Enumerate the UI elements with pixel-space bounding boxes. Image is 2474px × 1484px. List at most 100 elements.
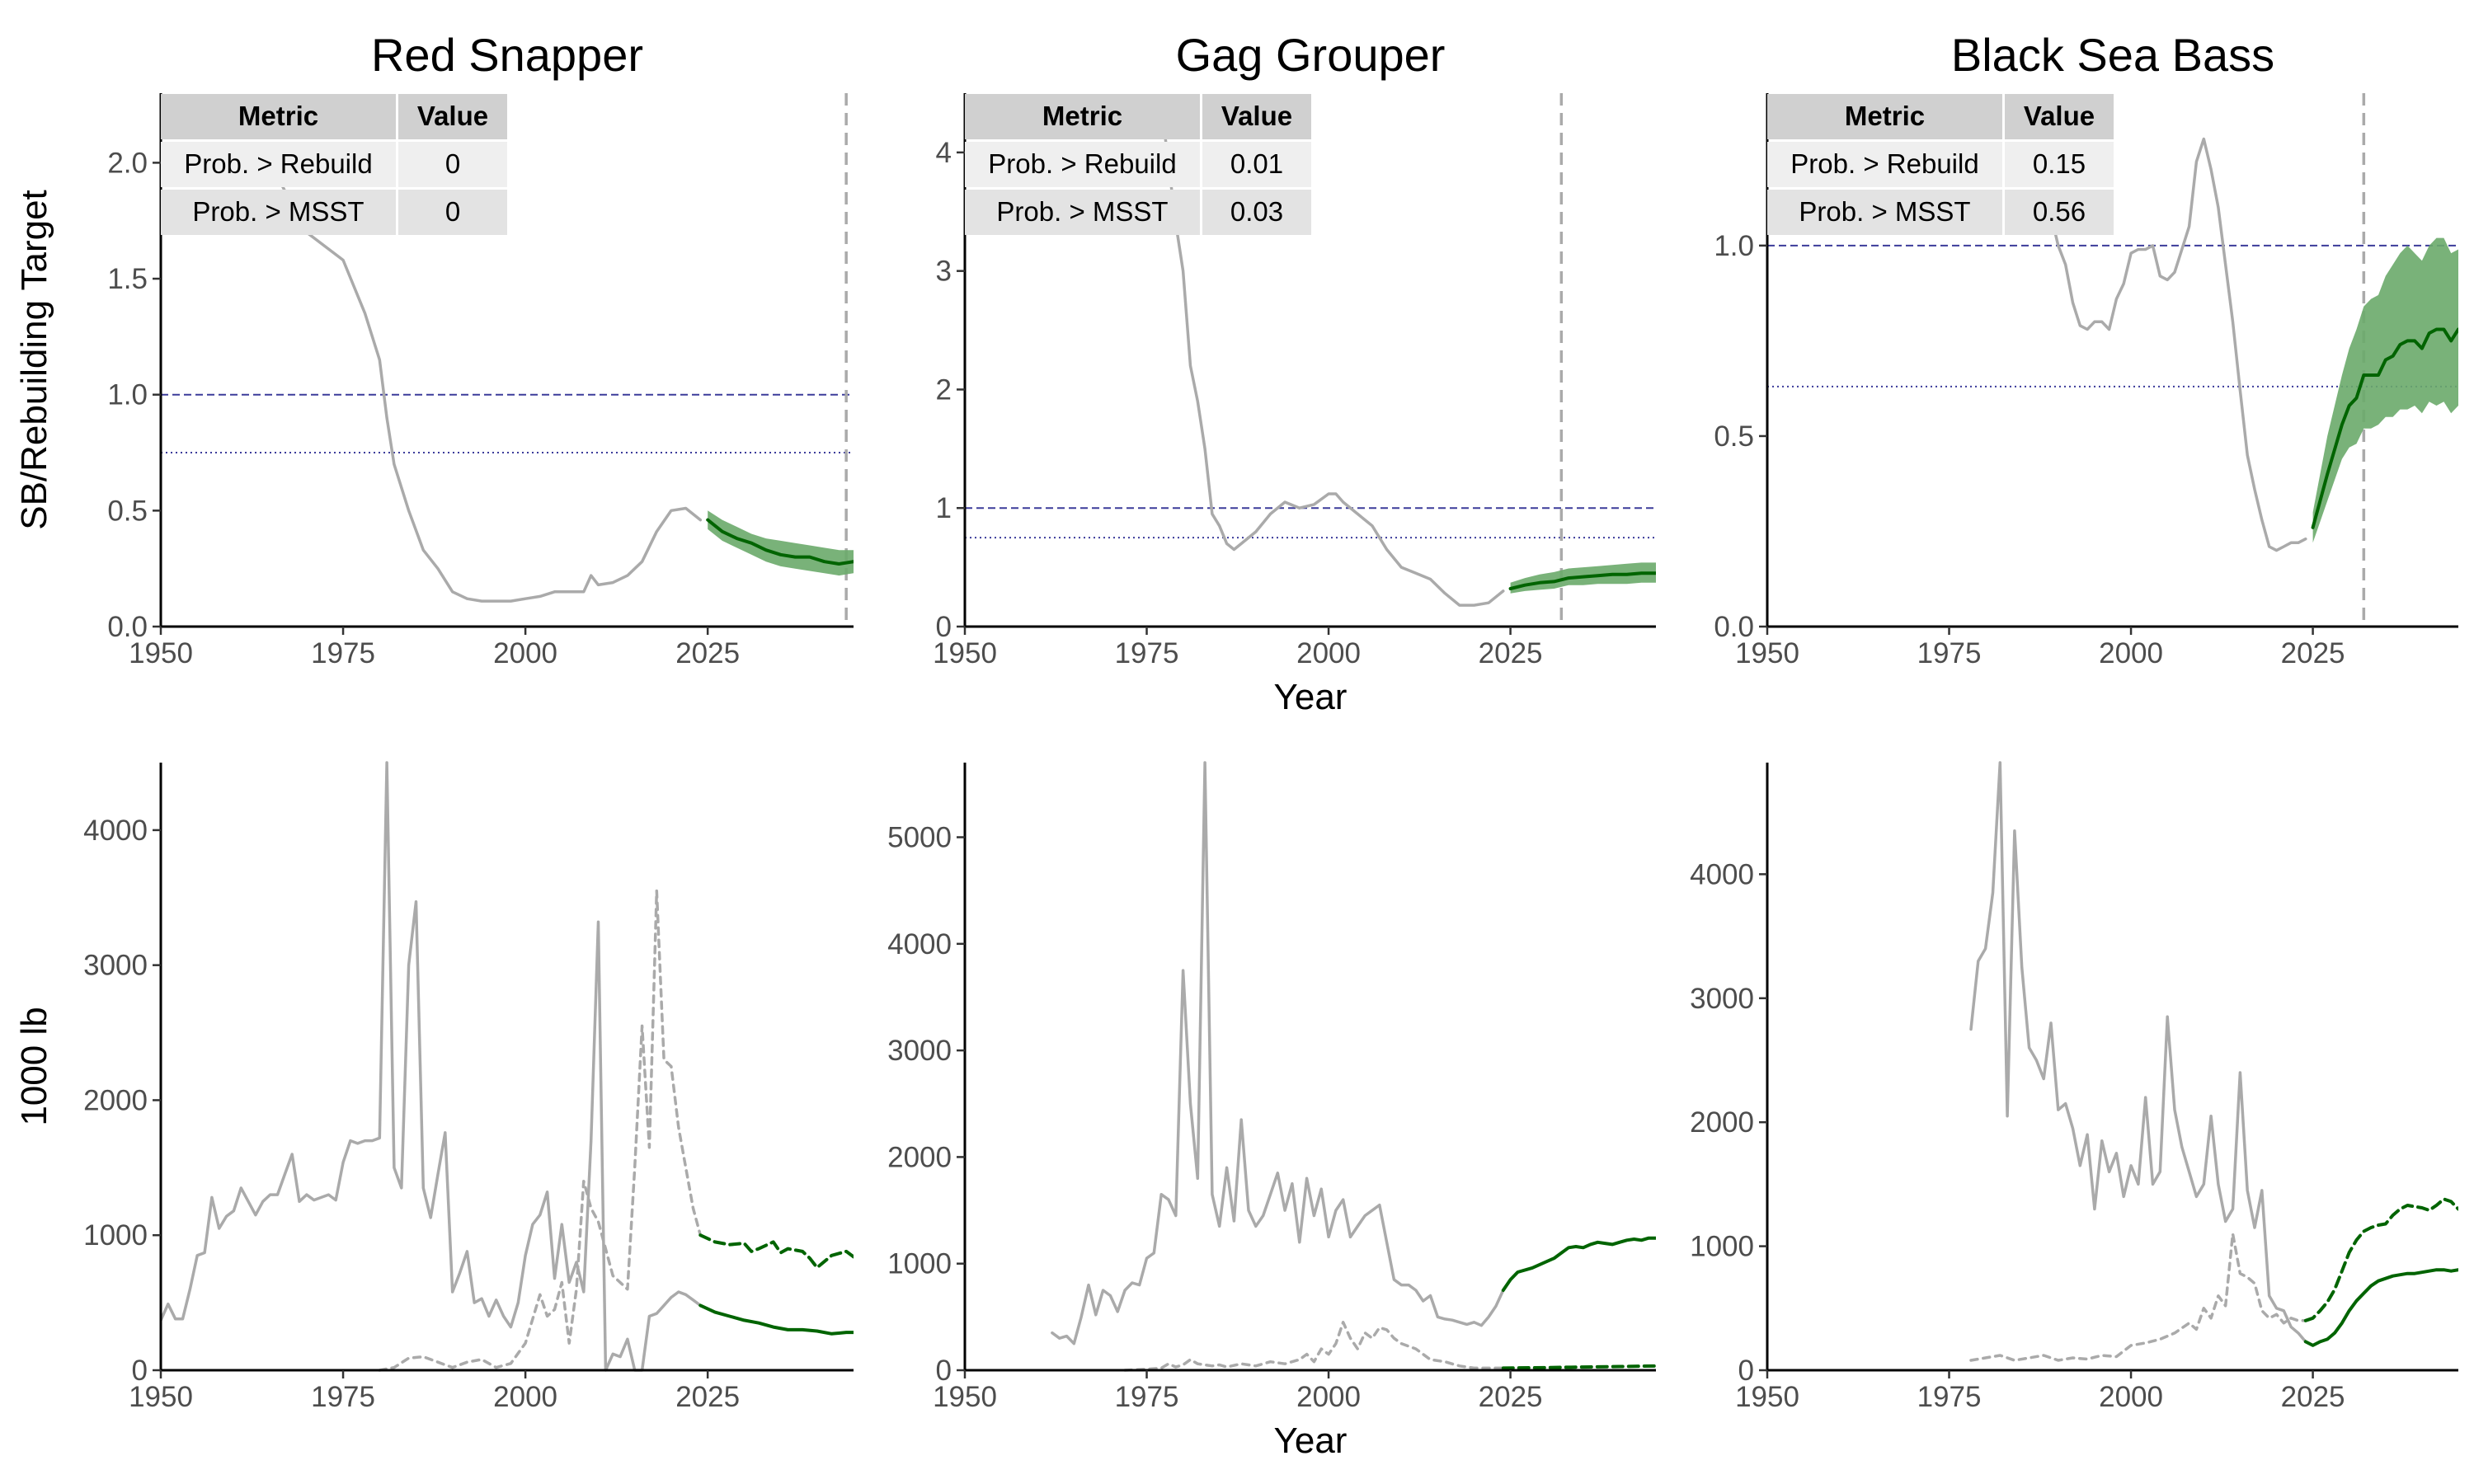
table-cell bbox=[2005, 190, 2114, 235]
y-tick-label: 0.5 bbox=[107, 495, 148, 527]
y-tick-label: 4 bbox=[936, 137, 952, 169]
panel-1: Red Snapper 1950 1975 2000 2025 0.0 0.5 1.0 1.5 2… bbox=[14, 29, 854, 669]
panel-6: 1950 1975 2000 2025 0 1000 2000 3000 4000 bbox=[1690, 761, 2458, 1413]
x-tick-label: 2025 bbox=[675, 637, 740, 669]
table-cell-text: 0.01 bbox=[1230, 148, 1283, 179]
series-projection bbox=[706, 518, 854, 566]
table-cell bbox=[161, 190, 396, 235]
table-cell-text: Prob. > MSST bbox=[996, 196, 1168, 227]
x-tick-label: 1950 bbox=[1735, 1381, 1799, 1413]
series-projection bbox=[2311, 327, 2458, 529]
x-tick-label: 2000 bbox=[2099, 637, 2163, 669]
projection-band bbox=[708, 510, 854, 576]
x-tick-label: 1975 bbox=[1115, 1381, 1179, 1413]
x-tick-label: 1975 bbox=[311, 1381, 375, 1413]
panel-2: Gag Grouper 1950 1975 2000 2025 0 1 2 3 4 Year Metr… bbox=[933, 29, 1656, 717]
y-tick-label: 2000 bbox=[887, 1141, 952, 1173]
panel-title: Gag Grouper bbox=[1176, 29, 1446, 81]
x-tick-label: 1950 bbox=[933, 637, 997, 669]
y-tick-label: 2000 bbox=[83, 1084, 148, 1116]
series-projection-dashed bbox=[2303, 1197, 2458, 1322]
x-tick-label: 1950 bbox=[933, 1381, 997, 1413]
x-axis-label: Year bbox=[1274, 677, 1348, 717]
table-cell bbox=[398, 190, 507, 235]
panel-5: 1950 1975 2000 2025 0 1000 2000 3000 4000 5000 Yea… bbox=[887, 761, 1656, 1461]
series-historical bbox=[2020, 137, 2307, 552]
x-axis-label: Year bbox=[1274, 1421, 1348, 1461]
y-tick-label: 0.0 bbox=[1714, 611, 1754, 643]
x-tick-label: 1975 bbox=[1917, 637, 1982, 669]
probability-table: Metric Value Prob. > Rebuild 0.15 Prob. > MS… bbox=[1767, 94, 2114, 235]
table-cell-text: 0.56 bbox=[2033, 196, 2086, 227]
y-axis-label: SB/Rebuilding Target bbox=[14, 190, 54, 530]
x-tick-label: 1950 bbox=[129, 1381, 193, 1413]
x-tick-label: 2000 bbox=[2099, 1381, 2163, 1413]
table-header-text: Metric bbox=[1845, 101, 1925, 131]
y-tick-label: 1000 bbox=[83, 1219, 148, 1252]
y-axis-label: 1000 lb bbox=[14, 1007, 54, 1125]
series-historical-solid bbox=[161, 761, 703, 1372]
series-historical bbox=[268, 161, 703, 603]
panel-4: 1950 1975 2000 2025 0 1000 2000 3000 4000 1000 lb bbox=[14, 761, 854, 1413]
series-historical-dotted bbox=[378, 889, 703, 1372]
y-tick-label: 2 bbox=[936, 373, 952, 406]
y-tick-label: 0 bbox=[936, 611, 952, 643]
y-tick-label: 1.0 bbox=[107, 379, 148, 411]
table-cell bbox=[965, 142, 1200, 187]
x-tick-label: 2025 bbox=[2281, 637, 2345, 669]
series-projection-solid bbox=[698, 1303, 854, 1336]
series-historical-dotted bbox=[1969, 1232, 2307, 1362]
y-tick-label: 4000 bbox=[83, 815, 148, 847]
table-cell-text: Prob. > Rebuild bbox=[184, 148, 372, 179]
x-tick-label: 1975 bbox=[1115, 637, 1179, 669]
table-cell-text: 0 bbox=[445, 196, 460, 227]
table-cell bbox=[2005, 142, 2114, 187]
projection-band bbox=[2312, 237, 2458, 543]
table-cell-text: Prob. > MSST bbox=[192, 196, 364, 227]
x-tick-label: 2000 bbox=[1296, 637, 1361, 669]
table-cell bbox=[965, 190, 1200, 235]
plot-area bbox=[1969, 761, 2458, 1362]
y-tick-label: 5000 bbox=[887, 822, 952, 854]
y-tick-label: 0 bbox=[132, 1355, 148, 1387]
table-header-text: Value bbox=[417, 101, 488, 131]
series-historical-solid bbox=[1051, 761, 1505, 1345]
y-tick-label: 0.5 bbox=[1714, 420, 1754, 453]
y-tick-label: 1.0 bbox=[1714, 230, 1754, 262]
x-tick-label: 2025 bbox=[675, 1381, 740, 1413]
series-historical-dotted bbox=[1123, 1321, 1505, 1372]
x-tick-label: 1950 bbox=[129, 637, 193, 669]
table-header-cell bbox=[2005, 94, 2114, 139]
y-tick-label: 0 bbox=[1738, 1355, 1754, 1387]
series-historical bbox=[1159, 103, 1505, 607]
series-projection-dashed bbox=[1501, 1364, 1656, 1370]
y-tick-label: 3000 bbox=[83, 950, 148, 982]
table-cell bbox=[161, 142, 396, 187]
table-header-cell bbox=[398, 94, 507, 139]
x-tick-label: 1975 bbox=[311, 637, 375, 669]
y-tick-label: 3000 bbox=[1690, 983, 1754, 1015]
series-projection-solid bbox=[2303, 1268, 2458, 1347]
table-cell-text: 0 bbox=[445, 148, 460, 179]
series-historical-solid bbox=[1969, 761, 2307, 1344]
panel-3: Black Sea Bass 1950 1975 2000 2025 0.0 0.5 1.0 M… bbox=[1714, 29, 2458, 669]
table-header-text: Value bbox=[1221, 101, 1292, 131]
table-cell-text: 0.15 bbox=[2033, 148, 2086, 179]
table-cell-text: Prob. > Rebuild bbox=[988, 148, 1176, 179]
table-cell bbox=[1202, 190, 1311, 235]
y-tick-label: 1.5 bbox=[107, 263, 148, 295]
table-header-text: Value bbox=[2024, 101, 2095, 131]
plot-area bbox=[965, 93, 1656, 627]
probability-table: Metric Value Prob. > Rebuild 0.01 Prob. > MS… bbox=[965, 94, 1311, 235]
probability-table: Metric Value Prob. > Rebuild 0 Prob. > MSST 0 bbox=[161, 94, 507, 235]
x-tick-label: 2025 bbox=[1479, 637, 1543, 669]
series-projection bbox=[1508, 571, 1656, 590]
y-tick-label: 0 bbox=[936, 1355, 952, 1387]
y-tick-label: 1 bbox=[936, 492, 952, 524]
x-tick-label: 2025 bbox=[2281, 1381, 2345, 1413]
y-tick-label: 2000 bbox=[1690, 1106, 1754, 1139]
y-tick-label: 2.0 bbox=[107, 147, 148, 179]
y-tick-label: 4000 bbox=[1690, 858, 1754, 890]
table-header-cell bbox=[965, 94, 1200, 139]
